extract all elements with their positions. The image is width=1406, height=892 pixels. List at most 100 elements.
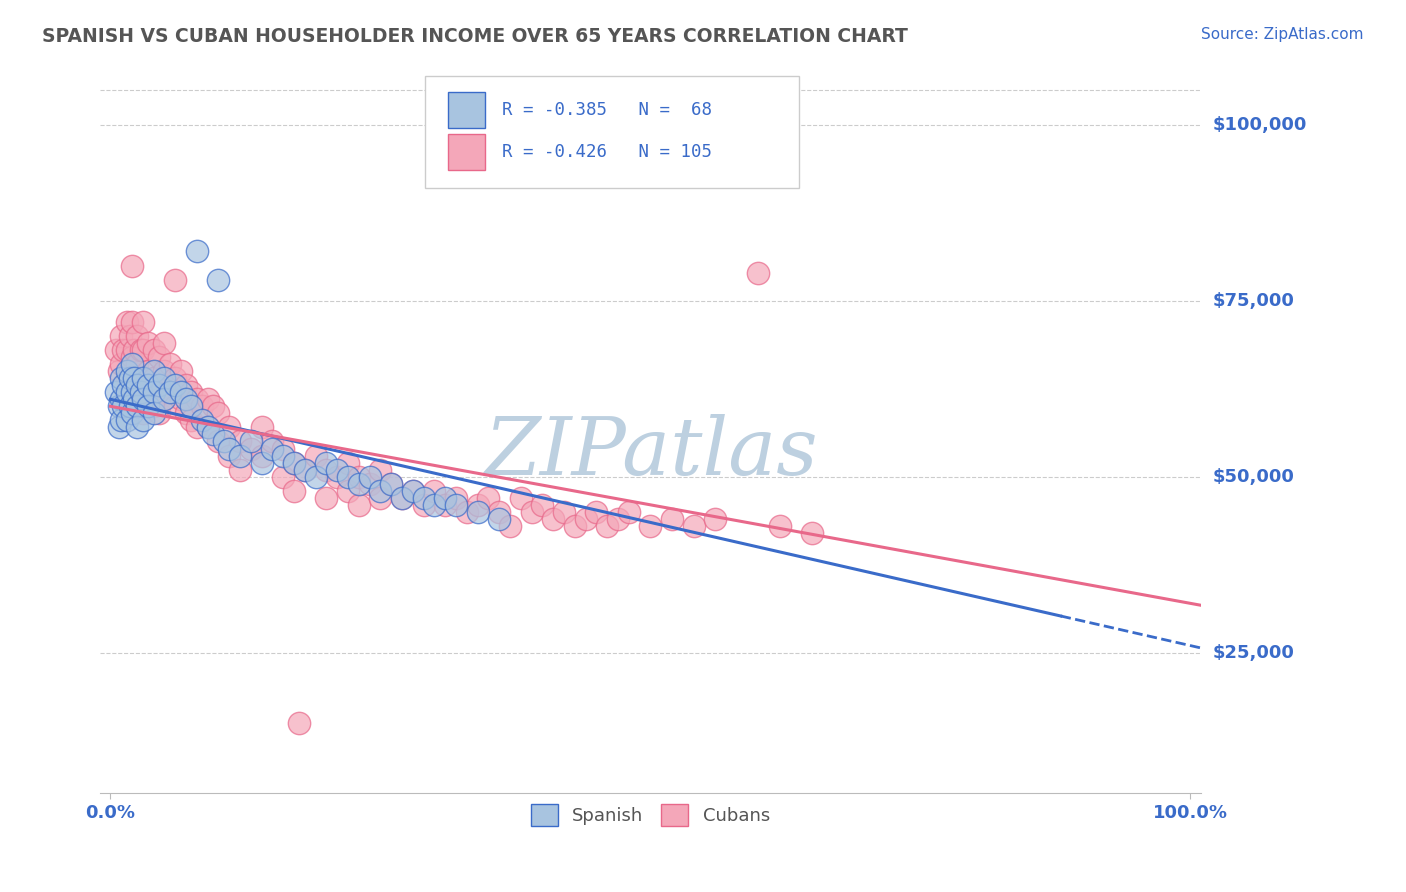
Point	[444, 498, 467, 512]
Point	[564, 519, 586, 533]
Point	[359, 476, 381, 491]
Point	[271, 442, 294, 456]
Point	[180, 385, 202, 400]
Point	[509, 491, 531, 505]
Point	[142, 406, 165, 420]
FancyBboxPatch shape	[425, 76, 799, 188]
Point	[488, 505, 510, 519]
Point	[136, 335, 159, 350]
Point	[121, 378, 143, 392]
Point	[121, 357, 143, 371]
Point	[115, 343, 138, 357]
Point	[108, 364, 131, 378]
Point	[359, 469, 381, 483]
Point	[112, 378, 135, 392]
Point	[115, 371, 138, 385]
Point	[122, 392, 145, 407]
Point	[136, 392, 159, 407]
Point	[110, 392, 132, 407]
Point	[169, 385, 191, 400]
Point	[121, 350, 143, 364]
Point	[218, 420, 240, 434]
Point	[212, 434, 235, 449]
Point	[283, 483, 305, 498]
Point	[207, 434, 229, 449]
Point	[412, 491, 434, 505]
Point	[142, 364, 165, 378]
Point	[640, 519, 662, 533]
Point	[402, 483, 425, 498]
Point	[467, 505, 489, 519]
Point	[153, 371, 176, 385]
Text: $25,000: $25,000	[1212, 644, 1294, 662]
Point	[288, 716, 311, 731]
Point	[704, 512, 727, 526]
Point	[250, 449, 273, 463]
Point	[315, 463, 337, 477]
Point	[370, 483, 392, 498]
Point	[115, 315, 138, 329]
Point	[337, 456, 360, 470]
Point	[127, 420, 149, 434]
Point	[207, 272, 229, 286]
Point	[136, 364, 159, 378]
Point	[121, 259, 143, 273]
Point	[347, 498, 370, 512]
Point	[326, 469, 349, 483]
Point	[132, 392, 155, 407]
Point	[520, 505, 543, 519]
Point	[747, 266, 769, 280]
Point	[108, 420, 131, 434]
Point	[115, 385, 138, 400]
Point	[197, 420, 219, 434]
FancyBboxPatch shape	[447, 134, 485, 169]
Point	[294, 463, 316, 477]
Point	[304, 469, 326, 483]
Point	[121, 406, 143, 420]
Point	[423, 483, 446, 498]
Point	[412, 498, 434, 512]
Point	[207, 406, 229, 420]
Point	[801, 526, 824, 541]
Point	[499, 519, 522, 533]
Point	[337, 469, 360, 483]
Point	[617, 505, 640, 519]
Point	[148, 378, 170, 392]
Point	[456, 505, 478, 519]
Point	[169, 364, 191, 378]
Point	[769, 519, 792, 533]
Point	[165, 399, 187, 413]
Point	[104, 343, 127, 357]
Point	[250, 420, 273, 434]
Point	[347, 469, 370, 483]
Point	[148, 350, 170, 364]
Point	[391, 491, 413, 505]
Point	[174, 392, 197, 407]
Text: R = -0.385   N =  68: R = -0.385 N = 68	[502, 101, 711, 119]
Point	[142, 385, 165, 400]
Point	[129, 371, 152, 385]
Point	[218, 449, 240, 463]
Point	[585, 505, 607, 519]
Point	[118, 371, 141, 385]
Point	[142, 399, 165, 413]
Point	[607, 512, 630, 526]
Point	[347, 476, 370, 491]
Point	[118, 329, 141, 343]
Point	[434, 498, 457, 512]
Point	[169, 392, 191, 407]
Point	[132, 343, 155, 357]
Point	[127, 385, 149, 400]
Point	[202, 399, 225, 413]
Point	[477, 491, 499, 505]
Text: R = -0.426   N = 105: R = -0.426 N = 105	[502, 143, 711, 161]
Point	[153, 392, 176, 407]
Point	[127, 357, 149, 371]
Point	[159, 385, 181, 400]
Point	[239, 442, 262, 456]
Point	[148, 406, 170, 420]
Point	[186, 244, 208, 259]
Point	[596, 519, 619, 533]
Point	[122, 343, 145, 357]
Point	[262, 434, 284, 449]
